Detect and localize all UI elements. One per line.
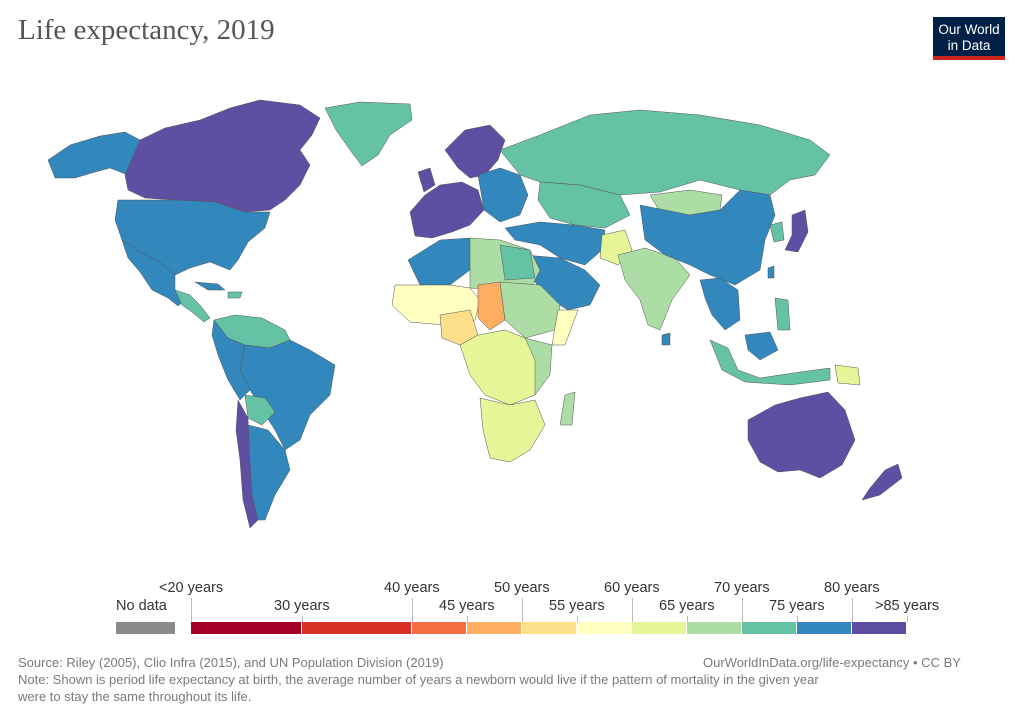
region-philippines[interactable] (774, 297, 791, 331)
legend-tick-top (191, 598, 192, 622)
region-central-america[interactable] (174, 289, 211, 323)
legend-tick-top (412, 598, 413, 622)
legend-no-data-swatch[interactable] (116, 622, 175, 634)
legend-tick-bottom (797, 616, 798, 622)
region-india[interactable] (617, 247, 691, 331)
region-turkey-iran[interactable] (504, 221, 606, 266)
legend-label-bottom: 55 years (549, 598, 605, 614)
legend-bin-80[interactable] (797, 622, 852, 634)
legend-bin-lt20[interactable] (191, 622, 302, 634)
legend-label-top: <20 years (159, 580, 224, 596)
region-arabia[interactable] (524, 254, 601, 311)
legend-bin-55[interactable] (522, 622, 577, 634)
region-greenland[interactable] (324, 101, 413, 167)
legend-label-top: 40 years (384, 580, 440, 596)
legend-label-top: 50 years (494, 580, 550, 596)
region-hispaniola[interactable] (227, 291, 243, 299)
region-russia[interactable] (499, 109, 831, 196)
source-url[interactable]: OurWorldInData.org/life-expectancy • CC … (703, 655, 961, 670)
legend-label-bottom: 45 years (439, 598, 495, 614)
region-eastern-europe[interactable] (477, 167, 529, 223)
chart-title: Life expectancy, 2019 (18, 14, 275, 46)
legend-label-bottom: 65 years (659, 598, 715, 614)
region-chad[interactable] (477, 281, 506, 331)
region-north-africa-west[interactable] (407, 237, 471, 286)
world-map (47, 99, 903, 529)
region-japan[interactable] (784, 209, 809, 253)
legend-bin-45[interactable] (412, 622, 467, 634)
region-sri-lanka[interactable] (661, 332, 671, 346)
legend-tick-bottom (577, 616, 578, 622)
legend-no-data-label: No data (116, 598, 167, 614)
region-australia[interactable] (747, 391, 856, 479)
region-uk[interactable] (417, 167, 436, 193)
region-china[interactable] (639, 189, 776, 286)
legend-bin-gt85[interactable] (852, 622, 907, 634)
legend-tick-bottom (907, 616, 908, 622)
legend-bin-75[interactable] (742, 622, 797, 634)
region-egypt[interactable] (499, 244, 536, 281)
region-canada[interactable] (124, 99, 321, 213)
legend-tick-top (852, 598, 853, 622)
legend-tick-top (522, 598, 523, 622)
region-western-europe[interactable] (409, 181, 485, 239)
note-line-2: were to stay the same throughout its lif… (18, 689, 252, 704)
region-malaysia[interactable] (744, 331, 779, 361)
legend-bin-50[interactable] (467, 622, 522, 634)
legend-tick-bottom (467, 616, 468, 622)
legend-bin-60[interactable] (577, 622, 632, 634)
region-korea[interactable] (769, 221, 785, 243)
region-bolivia[interactable] (244, 394, 276, 426)
region-chile[interactable] (235, 399, 259, 529)
logo-line-2: in Data (947, 38, 991, 53)
legend-label-top: 60 years (604, 580, 660, 596)
legend-tick-bottom (302, 616, 303, 622)
region-somalia[interactable] (551, 309, 579, 346)
region-east-africa[interactable] (524, 337, 553, 396)
region-central-asia[interactable] (537, 181, 631, 229)
legend-label-top: 70 years (714, 580, 770, 596)
region-madagascar[interactable] (559, 391, 576, 426)
region-new-zealand[interactable] (861, 463, 903, 501)
region-taiwan[interactable] (767, 265, 775, 279)
owid-logo[interactable]: Our World in Data (933, 17, 1005, 60)
legend-bin-30[interactable] (302, 622, 412, 634)
legend-label-bottom: 30 years (274, 598, 330, 614)
legend-tick-top (632, 598, 633, 622)
legend-label-bottom: >85 years (875, 598, 940, 614)
legend-tick-bottom (687, 616, 688, 622)
region-indonesia[interactable] (709, 339, 831, 386)
legend-bin-70[interactable] (687, 622, 742, 634)
legend-label-top: 80 years (824, 580, 880, 596)
region-indochina[interactable] (699, 277, 741, 331)
legend-label-bottom: 75 years (769, 598, 825, 614)
region-png[interactable] (834, 364, 861, 386)
source-text: Source: Riley (2005), Clio Infra (2015),… (18, 655, 444, 670)
region-scandinavia[interactable] (444, 124, 506, 179)
legend-bin-65[interactable] (632, 622, 687, 634)
region-southern-africa[interactable] (479, 397, 546, 463)
note-line-1: Note: Shown is period life expectancy at… (18, 672, 819, 687)
region-brazil[interactable] (239, 339, 336, 451)
region-cuba[interactable] (194, 281, 226, 291)
legend-tick-top (742, 598, 743, 622)
logo-line-1: Our World (938, 22, 1000, 37)
